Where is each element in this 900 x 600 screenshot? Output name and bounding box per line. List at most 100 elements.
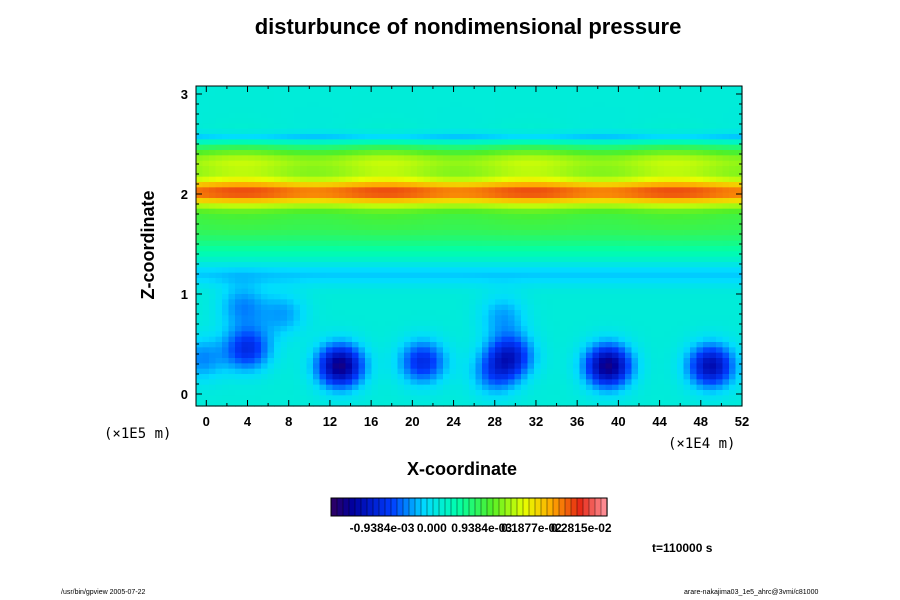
heatmap-cell <box>267 203 275 210</box>
heatmap-cell <box>358 390 366 396</box>
heatmap-cell <box>573 192 581 199</box>
heatmap-cell <box>690 203 698 210</box>
heatmap-cell <box>722 128 730 135</box>
heatmap-cell <box>267 144 275 151</box>
heatmap-cell <box>495 336 503 343</box>
heatmap-cell <box>352 352 360 359</box>
heatmap-cell <box>586 400 594 407</box>
heatmap-cell <box>612 208 620 215</box>
heatmap-cell <box>657 240 665 247</box>
heatmap-cell <box>482 352 490 359</box>
heatmap-cell <box>313 155 321 162</box>
heatmap-cell <box>670 182 678 188</box>
heatmap-cell <box>443 363 451 370</box>
heatmap-cell <box>397 278 405 284</box>
heatmap-cell <box>228 390 236 396</box>
heatmap-cell <box>261 267 269 274</box>
heatmap-cell <box>254 358 262 364</box>
heatmap-cell <box>423 123 431 130</box>
heatmap-cell <box>703 166 711 172</box>
heatmap-cell <box>664 251 672 258</box>
heatmap-cell <box>391 182 399 188</box>
heatmap-cell <box>261 144 269 151</box>
heatmap-cell <box>657 230 665 236</box>
heatmap-cell <box>287 187 295 194</box>
heatmap-cell <box>209 320 217 327</box>
heatmap-cell <box>228 326 236 332</box>
heatmap-cell <box>703 176 711 183</box>
heatmap-cell <box>657 102 665 108</box>
heatmap-cell <box>651 400 659 407</box>
heatmap-cell <box>241 278 249 284</box>
heatmap-cell <box>404 192 412 199</box>
heatmap-cell <box>703 379 711 386</box>
heatmap-cell <box>612 219 620 226</box>
heatmap-cell <box>638 134 646 140</box>
heatmap-cell <box>332 128 340 135</box>
heatmap-cell <box>716 134 724 140</box>
heatmap-cell <box>521 358 529 364</box>
heatmap-cell <box>618 198 626 204</box>
heatmap-cell <box>235 267 243 274</box>
heatmap-cell <box>443 192 451 199</box>
heatmap-cell <box>605 374 613 380</box>
heatmap-cell <box>274 166 282 172</box>
heatmap-cell <box>280 368 288 375</box>
heatmap-cell <box>553 219 561 226</box>
heatmap-cell <box>209 331 217 338</box>
heatmap-cell <box>677 331 685 338</box>
heatmap-cell <box>300 219 308 226</box>
heatmap-cell <box>365 304 373 311</box>
heatmap-cell <box>371 187 379 194</box>
heatmap-cell <box>391 139 399 146</box>
heatmap-cell <box>397 192 405 199</box>
heatmap-cell <box>222 262 230 268</box>
heatmap-cell <box>391 363 399 370</box>
heatmap-cell <box>625 310 633 316</box>
heatmap-cell <box>612 288 620 295</box>
heatmap-cell <box>599 208 607 215</box>
heatmap-cell <box>501 315 509 322</box>
heatmap-cell <box>729 155 737 162</box>
heatmap-cell <box>547 336 555 343</box>
heatmap-cell <box>631 400 639 407</box>
heatmap-cell <box>456 374 464 380</box>
heatmap-cell <box>326 267 334 274</box>
heatmap-cell <box>495 363 503 370</box>
heatmap-cell <box>657 288 665 295</box>
heatmap-cell <box>287 390 295 396</box>
heatmap-cell <box>293 299 301 306</box>
heatmap-cell <box>215 256 223 263</box>
heatmap-cell <box>469 358 477 364</box>
heatmap-cell <box>248 102 256 108</box>
heatmap-cell <box>495 272 503 279</box>
heatmap-cell <box>677 342 685 348</box>
heatmap-cell <box>365 363 373 370</box>
heatmap-cell <box>690 86 698 92</box>
heatmap-cell <box>670 208 678 215</box>
heatmap-cell <box>462 118 470 124</box>
heatmap-cell <box>300 262 308 268</box>
heatmap-cell <box>625 278 633 284</box>
heatmap-cell <box>475 230 483 236</box>
heatmap-cell <box>430 208 438 215</box>
heatmap-cell <box>417 315 425 322</box>
heatmap-cell <box>287 320 295 327</box>
heatmap-cell <box>631 310 639 316</box>
heatmap-cell <box>586 262 594 268</box>
heatmap-cell <box>358 107 366 114</box>
heatmap-cell <box>638 208 646 215</box>
heatmap-cell <box>430 219 438 226</box>
heatmap-cell <box>319 352 327 359</box>
heatmap-cell <box>222 278 230 284</box>
heatmap-cell <box>521 326 529 332</box>
heatmap-cell <box>638 251 646 258</box>
heatmap-cell <box>274 214 282 220</box>
heatmap-cell <box>612 102 620 108</box>
heatmap-cell <box>436 150 444 156</box>
heatmap-cell <box>391 331 399 338</box>
heatmap-cell <box>482 176 490 183</box>
heatmap-cell <box>540 214 548 220</box>
heatmap-cell <box>651 198 659 204</box>
heatmap-cell <box>345 166 353 172</box>
